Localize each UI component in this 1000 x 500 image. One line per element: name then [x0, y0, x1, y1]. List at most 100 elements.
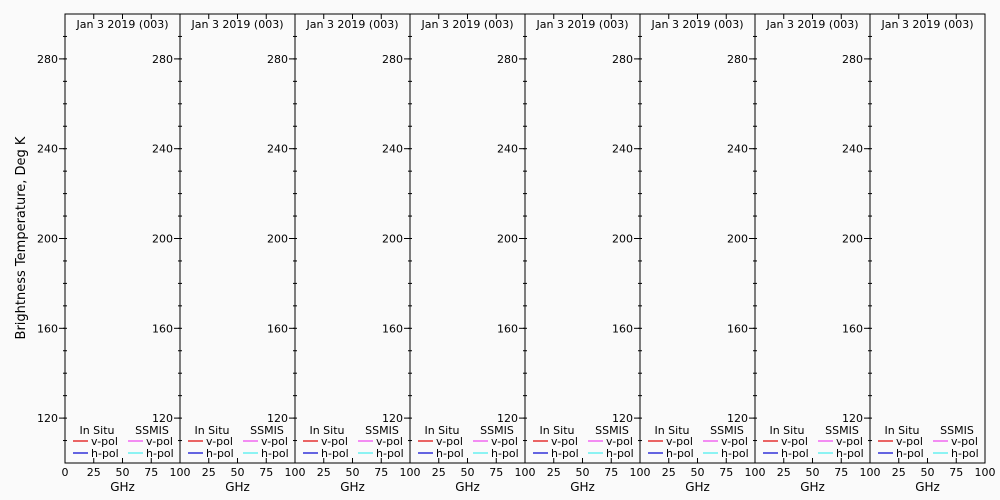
y-tick-label: 240 [152, 143, 173, 156]
legend-group-title: SSMIS [940, 424, 974, 437]
legend-label: v-pol [666, 435, 693, 448]
y-tick-label: 160 [37, 322, 58, 335]
legend-label: h-pol [666, 447, 694, 460]
x-tick-label: 50 [461, 466, 475, 479]
legend-group-title: In Situ [539, 424, 574, 437]
x-axis-label: GHz [570, 480, 595, 494]
x-axis-label: GHz [110, 480, 135, 494]
x-axis-label: GHz [225, 480, 250, 494]
y-tick-label: 280 [152, 53, 173, 66]
x-tick-label: 25 [87, 466, 101, 479]
legend-group-title: SSMIS [825, 424, 859, 437]
x-tick-label: 100 [745, 466, 766, 479]
y-tick-label: 160 [267, 322, 288, 335]
x-axis-label: GHz [685, 480, 710, 494]
x-tick-label: 100 [400, 466, 421, 479]
panel-title: Jan 3 2019 (003) [75, 18, 168, 31]
x-tick-label: 50 [691, 466, 705, 479]
x-tick-label: 75 [489, 466, 503, 479]
y-axis-label: Brightness Temperature, Deg K [14, 136, 29, 339]
panel-title: Jan 3 2019 (003) [305, 18, 398, 31]
x-axis-label: GHz [455, 480, 480, 494]
panel-title: Jan 3 2019 (003) [420, 18, 513, 31]
y-tick-label: 200 [37, 233, 58, 246]
y-tick-label: 200 [497, 233, 518, 246]
legend-label: h-pol [781, 447, 809, 460]
x-tick-label: 25 [202, 466, 216, 479]
legend-label: v-pol [146, 435, 173, 448]
legend-group-title: SSMIS [135, 424, 169, 437]
legend-label: h-pol [321, 447, 349, 460]
y-tick-label: 160 [612, 322, 633, 335]
legend-label: v-pol [896, 435, 923, 448]
legend-label: v-pol [436, 435, 463, 448]
x-axis-label: GHz [340, 480, 365, 494]
panel-1: 120 160 200 240 280 0 25 50 75 100 GHz Jan 3 2019 (… [37, 13, 191, 494]
y-tick-label: 200 [612, 233, 633, 246]
legend-label: h-pol [491, 447, 519, 460]
legend-label: v-pol [261, 435, 288, 448]
y-tick-label: 160 [382, 322, 403, 335]
legend-group-title: SSMIS [710, 424, 744, 437]
y-tick-label: 240 [382, 143, 403, 156]
legend-label: v-pol [951, 435, 978, 448]
panel-2: 120 160 200 240 280 25 50 75 100 GHz Jan 3 2019 (0… [152, 13, 306, 494]
legend-label: h-pol [551, 447, 579, 460]
x-tick-label: 100 [860, 466, 881, 479]
x-tick-label: 50 [576, 466, 590, 479]
y-tick-label: 120 [37, 412, 58, 425]
y-tick-label: 160 [842, 322, 863, 335]
legend-label: h-pol [261, 447, 289, 460]
x-tick-label: 25 [547, 466, 561, 479]
panel-title: Jan 3 2019 (003) [765, 18, 858, 31]
x-tick-label: 100 [170, 466, 191, 479]
y-tick-label: 120 [382, 412, 403, 425]
panel-title: Jan 3 2019 (003) [880, 18, 973, 31]
legend-label: h-pol [951, 447, 979, 460]
legend-group-title: SSMIS [480, 424, 514, 437]
y-tick-label: 280 [382, 53, 403, 66]
y-tick-label: 240 [267, 143, 288, 156]
legend-label: v-pol [836, 435, 863, 448]
legend-label: v-pol [91, 435, 118, 448]
x-tick-label: 50 [806, 466, 820, 479]
legend-group-title: SSMIS [595, 424, 629, 437]
y-tick-label: 200 [382, 233, 403, 246]
y-tick-label: 200 [842, 233, 863, 246]
legend-label: h-pol [206, 447, 234, 460]
plot-frame [869, 13, 986, 464]
y-tick-label: 280 [727, 53, 748, 66]
y-tick-label: 160 [497, 322, 518, 335]
y-tick-label: 280 [842, 53, 863, 66]
x-tick-label: 100 [975, 466, 996, 479]
x-tick-label: 25 [317, 466, 331, 479]
y-tick-label: 240 [727, 143, 748, 156]
legend-label: h-pol [376, 447, 404, 460]
legend-label: h-pol [436, 447, 464, 460]
y-tick-label: 120 [152, 412, 173, 425]
legend-group-title: SSMIS [250, 424, 284, 437]
y-tick-label: 160 [152, 322, 173, 335]
panel-3: 120 160 200 240 280 25 50 75 100 GHz Jan 3 2019 (0… [267, 13, 421, 494]
y-tick-label: 280 [612, 53, 633, 66]
x-tick-label: 100 [285, 466, 306, 479]
legend-label: v-pol [551, 435, 578, 448]
x-tick-label: 25 [432, 466, 446, 479]
y-tick-label: 240 [612, 143, 633, 156]
panel-7: 120 160 200 240 280 25 50 75 100 GHz Jan 3 2019 (0… [727, 13, 881, 494]
panel-title: Jan 3 2019 (003) [535, 18, 628, 31]
x-tick-label: 25 [662, 466, 676, 479]
y-tick-label: 160 [727, 322, 748, 335]
y-tick-label: 120 [497, 412, 518, 425]
legend-label: v-pol [721, 435, 748, 448]
legend-label: h-pol [91, 447, 119, 460]
x-tick-label: 50 [921, 466, 935, 479]
legend-group-title: In Situ [194, 424, 229, 437]
